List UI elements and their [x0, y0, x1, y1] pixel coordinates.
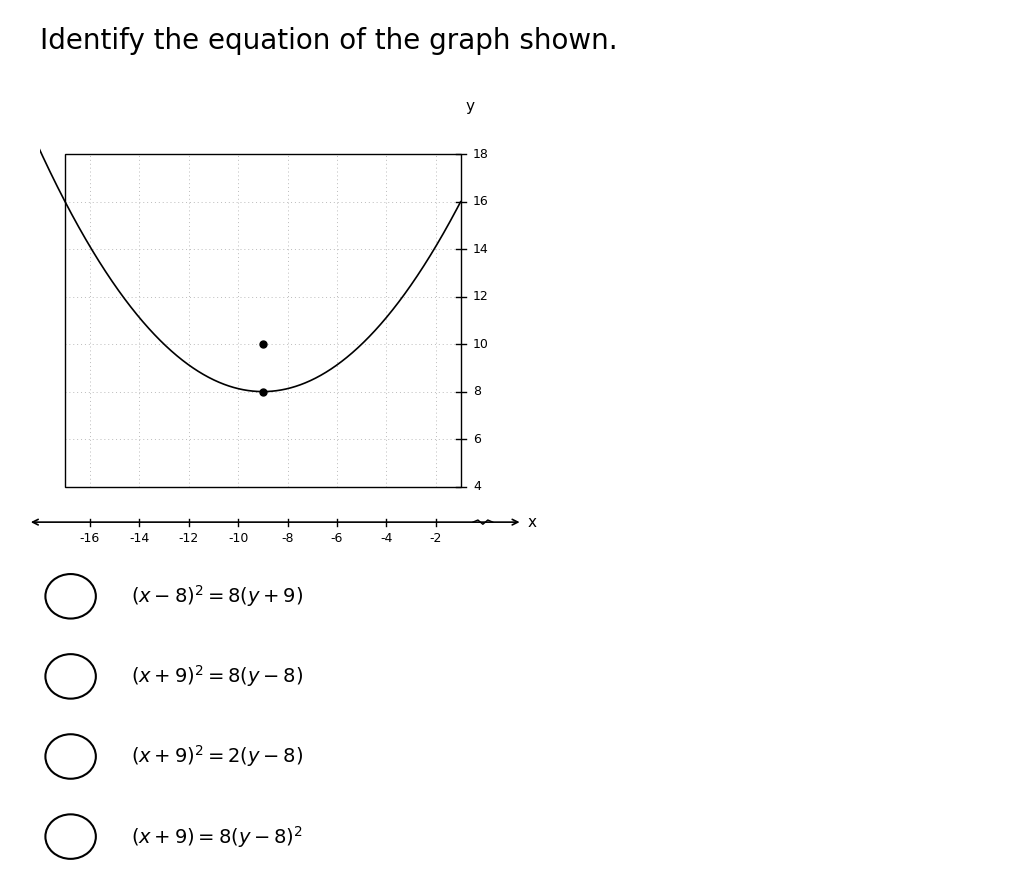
- Text: -8: -8: [282, 531, 294, 545]
- Text: -16: -16: [80, 531, 100, 545]
- Text: 16: 16: [473, 195, 488, 208]
- Text: 6: 6: [473, 433, 481, 446]
- Text: -14: -14: [129, 531, 149, 545]
- Text: 14: 14: [473, 243, 488, 255]
- Text: -6: -6: [331, 531, 343, 545]
- Text: $(x+9) = 8(y-8)^2$: $(x+9) = 8(y-8)^2$: [131, 823, 303, 850]
- Bar: [65, 154, 460, 487]
- Text: -4: -4: [380, 531, 393, 545]
- Text: -2: -2: [430, 531, 442, 545]
- Text: 12: 12: [473, 290, 488, 303]
- Text: y: y: [465, 100, 474, 114]
- Text: 18: 18: [473, 148, 488, 161]
- Text: -12: -12: [179, 531, 199, 545]
- Text: $(x+9)^2 = 2(y-8)$: $(x+9)^2 = 2(y-8)$: [131, 743, 304, 770]
- Text: Identify the equation of the graph shown.: Identify the equation of the graph shown…: [40, 27, 618, 54]
- Text: -10: -10: [228, 531, 248, 545]
- Text: $(x+9)^2 = 8(y-8)$: $(x+9)^2 = 8(y-8)$: [131, 663, 304, 690]
- Text: x: x: [528, 514, 537, 530]
- Text: 10: 10: [473, 337, 488, 351]
- Text: $(x-8)^2 = 8(y+9)$: $(x-8)^2 = 8(y+9)$: [131, 583, 304, 610]
- Text: 4: 4: [473, 480, 481, 493]
- Text: 8: 8: [473, 385, 481, 398]
